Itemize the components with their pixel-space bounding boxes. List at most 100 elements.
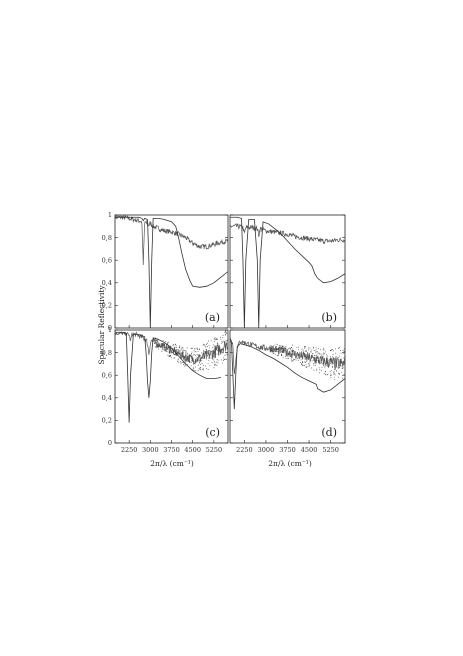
- scatter-point: [225, 353, 227, 355]
- scatter-point: [207, 363, 209, 365]
- scatter-point: [313, 369, 315, 371]
- scatter-point: [161, 346, 163, 347]
- scatter-point: [220, 343, 222, 345]
- scatter-point: [326, 357, 328, 359]
- scatter-point: [173, 353, 175, 355]
- scatter-point: [226, 333, 228, 334]
- scatter-point: [321, 367, 323, 368]
- scatter-point: [225, 331, 227, 333]
- scatter-point: [320, 353, 322, 355]
- scatter-point: [342, 349, 344, 351]
- scatter-point: [314, 356, 316, 358]
- scatter-point: [330, 349, 331, 351]
- scatter-point: [194, 348, 195, 350]
- scatter-point: [195, 348, 197, 350]
- scatter-point: [318, 372, 320, 374]
- scatter-point: [302, 361, 304, 363]
- y-tick-label: 0,4: [102, 279, 112, 287]
- scatter-point: [274, 349, 276, 351]
- scatter-point: [338, 373, 340, 375]
- scatter-point: [180, 361, 181, 363]
- scatter-point: [291, 350, 293, 351]
- scatter-point: [204, 344, 206, 346]
- scatter-point: [289, 347, 291, 349]
- scatter-point: [280, 351, 282, 353]
- x-tick-label: 5250: [322, 446, 339, 454]
- scatter-point: [307, 355, 308, 357]
- scatter-point: [309, 364, 311, 366]
- scatter-point: [202, 369, 204, 371]
- scatter-point: [298, 349, 300, 351]
- scatter-point: [210, 357, 212, 359]
- scatter-point: [334, 374, 336, 376]
- scatter-point: [281, 351, 283, 353]
- scatter-point: [339, 373, 340, 375]
- scatter-point: [169, 347, 171, 349]
- scatter-point: [288, 351, 290, 353]
- scatter-point: [201, 363, 203, 365]
- scatter-point: [199, 361, 201, 363]
- scatter-point: [203, 343, 205, 345]
- scatter-point: [214, 356, 216, 358]
- x-tick-label: 3000: [258, 446, 275, 454]
- scatter-point: [339, 367, 341, 368]
- scatter-point: [197, 364, 199, 366]
- scatter-point: [220, 336, 221, 338]
- scatter-point: [291, 357, 293, 359]
- scatter-point: [225, 330, 227, 332]
- scatter-point: [196, 353, 198, 355]
- scatter-point: [301, 363, 303, 365]
- scatter-point: [202, 365, 204, 366]
- scatter-point: [184, 365, 186, 367]
- scatter-point: [216, 338, 218, 339]
- y-tick-label: 0,2: [102, 302, 112, 310]
- scatter-point: [291, 361, 293, 363]
- scatter-point: [331, 370, 332, 372]
- scatter-point: [215, 345, 217, 347]
- scatter-point: [311, 349, 313, 351]
- scatter-point: [182, 351, 184, 353]
- scatter-point: [298, 346, 299, 348]
- scatter-point: [207, 357, 209, 359]
- scatter-point: [195, 366, 197, 368]
- panels-group: 0 0,2 0,4 0,6 0,8 1 (a) (b) 0 0,2 0,4 0,6 0,8 1 2250 30…: [102, 211, 346, 454]
- scatter-point: [319, 369, 321, 371]
- scatter-point: [214, 364, 216, 366]
- scatter-point: [220, 338, 222, 340]
- scatter-point: [296, 346, 298, 348]
- scatter-point: [298, 353, 300, 355]
- scatter-point: [313, 360, 315, 361]
- scatter-point: [191, 357, 192, 359]
- scatter-point: [309, 362, 311, 364]
- scatter-point: [291, 351, 293, 352]
- scatter-point: [158, 346, 160, 348]
- scatter-point: [275, 343, 277, 345]
- scatter-point: [217, 362, 219, 364]
- scatter-point: [226, 359, 227, 361]
- scatter-point: [271, 347, 273, 349]
- scatter-point: [185, 359, 186, 361]
- scatter-point: [304, 353, 306, 354]
- scatter-point: [317, 348, 319, 350]
- scatter-point: [198, 368, 200, 370]
- scatter-point: [311, 360, 313, 362]
- scatter-point: [338, 347, 340, 349]
- scatter-point: [203, 356, 205, 358]
- panel-tag: (a): [205, 311, 220, 324]
- scatter-point: [311, 367, 312, 369]
- scatter-point: [325, 354, 327, 356]
- scatter-point: [319, 353, 321, 355]
- scatter-point: [208, 353, 210, 355]
- scatter-point: [217, 338, 219, 340]
- scatter-point: [200, 369, 202, 371]
- scatter-point: [198, 362, 200, 364]
- scatter-point: [301, 362, 303, 364]
- scatter-point: [304, 355, 306, 357]
- scatter-point: [170, 354, 172, 356]
- scatter-point: [315, 351, 317, 353]
- scatter-point: [324, 352, 326, 354]
- scatter-point: [310, 351, 312, 353]
- panel-0: 0 0,2 0,4 0,6 0,8 1 (a): [102, 211, 229, 332]
- scatter-point: [195, 370, 197, 372]
- scatter-point: [299, 357, 300, 359]
